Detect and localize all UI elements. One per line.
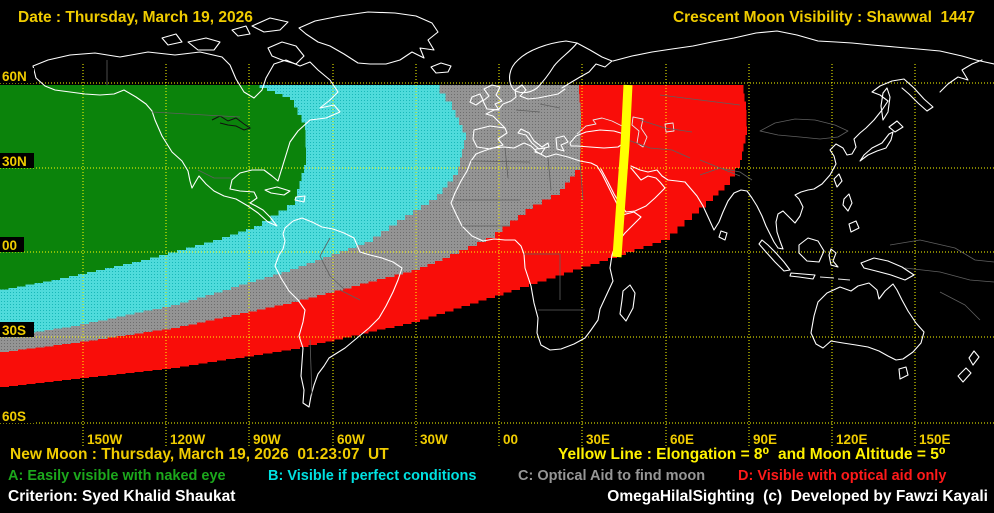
legend-D: D: Visible with optical aid only <box>738 468 946 484</box>
legend-C: C: Optical Aid to find moon <box>518 468 705 484</box>
south-america-coast <box>274 217 403 408</box>
header-title: Crescent Moon Visibility : Shawwal 1447 <box>673 9 975 26</box>
lat-label-chip-60S <box>0 408 34 423</box>
sulawesi <box>828 248 839 268</box>
footer-credit: OmegaHilalSighting (c) Developed by Fawz… <box>607 488 988 505</box>
footer-yellow-line-note: Yellow Line : Elongation = 8⁰ and Moon A… <box>558 446 946 463</box>
header-date: Date : Thursday, March 19, 2026 <box>18 9 253 26</box>
borneo <box>798 237 825 263</box>
borders-europe <box>515 103 561 113</box>
lon-label-00: 00 <box>503 432 518 447</box>
lat-label-30N: 30N <box>2 154 27 169</box>
japan-hokkaido <box>888 120 904 133</box>
lon-label-60W: 60W <box>337 432 365 447</box>
lon-label-30W: 30W <box>420 432 448 447</box>
borders-south-america <box>309 237 361 396</box>
legend-B: B: Visible if perfect conditions <box>268 468 476 484</box>
lat-label-00: 00 <box>2 238 17 253</box>
iran-gulf-coast <box>630 165 686 183</box>
legend-A: A: Easily visible with naked eye <box>8 468 226 484</box>
japan-honshu <box>859 131 894 162</box>
iberia-coast <box>472 125 508 150</box>
zone-A-naked-eye <box>0 85 306 291</box>
taiwan <box>833 173 843 188</box>
elongation-altitude-line <box>612 84 633 258</box>
africa-coast <box>450 142 642 351</box>
scandinavia-coast <box>509 40 578 94</box>
caspian-sea <box>631 116 648 148</box>
philippines <box>842 193 860 233</box>
great-lakes <box>211 115 252 131</box>
black-sea-coast <box>576 117 627 135</box>
lat-label-60N: 60N <box>2 69 27 84</box>
lat-label-chip-00 <box>0 237 24 252</box>
lat-label-chip-60N <box>0 68 34 83</box>
australia-coast <box>810 282 925 361</box>
iceland <box>430 62 452 74</box>
lat-label-chip-30N <box>0 153 34 168</box>
border-mongolia <box>759 118 849 140</box>
lon-label-150E: 150E <box>919 432 951 447</box>
sri-lanka <box>718 230 728 241</box>
lat-label-60S: 60S <box>2 409 26 424</box>
lon-label-90W: 90W <box>253 432 281 447</box>
visibility-zones <box>0 85 747 388</box>
baffin-island <box>267 41 305 65</box>
italy-coast <box>517 128 550 150</box>
sakhalin <box>880 87 891 121</box>
country-borders <box>106 60 994 396</box>
chukotka-coast <box>939 59 983 93</box>
lon-label-60E: 60E <box>670 432 694 447</box>
siberia-arctic-coast <box>612 30 994 65</box>
north-america-coast <box>32 51 341 227</box>
lesser-sunda-islands <box>819 276 851 281</box>
victoria-island <box>187 37 221 51</box>
axis-labels: 60N 30N 00 30S 60S 150W 120W 90W 60W 30W 00 30E 60E 9… <box>0 68 951 447</box>
lon-label-120E: 120E <box>836 432 868 447</box>
legend-row: A: Easily visible with naked eye B: Visib… <box>8 468 946 484</box>
tasmania <box>898 366 909 380</box>
java <box>789 272 816 280</box>
yellow-elongation-line <box>612 84 633 258</box>
lon-label-150W: 150W <box>87 432 123 447</box>
east-asia-coast <box>746 100 889 250</box>
lat-label-30S: 30S <box>2 323 26 338</box>
footer-criterion: Criterion: Syed Khalid Shaukat <box>8 488 235 505</box>
footer-new-moon: New Moon : Thursday, March 19, 2026 01:2… <box>10 446 389 463</box>
lon-label-90E: 90E <box>753 432 777 447</box>
banks-island <box>161 33 183 46</box>
graticule-gridlines <box>0 64 994 448</box>
okhotsk-kamchatka-coast <box>871 78 934 112</box>
ellesmere-islands <box>231 17 289 37</box>
borders-africa <box>455 147 585 311</box>
cuba <box>264 186 291 196</box>
lat-label-chip-30S <box>0 322 34 337</box>
hispaniola <box>294 195 306 203</box>
west-europe-coast <box>485 84 566 129</box>
greenland-coast <box>298 11 439 65</box>
lon-label-30E: 30E <box>586 432 610 447</box>
lon-label-120W: 120W <box>170 432 206 447</box>
new-guinea <box>860 257 915 281</box>
ireland <box>469 93 484 106</box>
madagascar <box>619 284 636 322</box>
coastlines <box>32 11 994 408</box>
borders-asia <box>627 94 753 181</box>
aral-sea <box>664 122 675 133</box>
new-zealand <box>957 350 980 383</box>
sumatra <box>758 239 791 272</box>
finland-kola-coast <box>561 42 613 89</box>
india-coast <box>684 181 748 231</box>
border-us-mexico <box>197 169 231 179</box>
great-britain <box>482 84 503 111</box>
border-us-canada <box>151 111 241 118</box>
maritime-boundaries-pacific <box>889 239 994 321</box>
greece-coast <box>555 135 569 152</box>
